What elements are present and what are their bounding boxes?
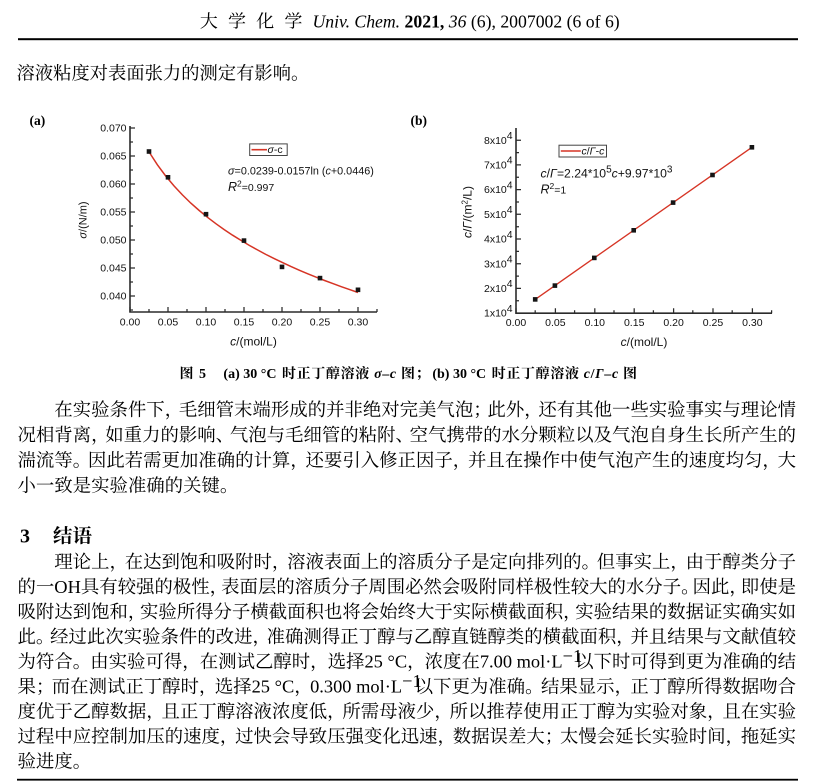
- svg-text:25 °C: 25 °C: [252, 677, 295, 697]
- svg-text:4x10: 4x10: [484, 234, 507, 246]
- svg-text:σ/(N/m): σ/(N/m): [78, 201, 90, 238]
- svg-text:OH: OH: [54, 577, 81, 597]
- svg-text:4: 4: [507, 229, 513, 241]
- svg-text:2x10: 2x10: [484, 283, 507, 295]
- svg-text:0.05: 0.05: [545, 317, 566, 329]
- svg-text:0.050: 0.050: [100, 235, 126, 247]
- svg-text:6x10: 6x10: [484, 184, 507, 196]
- svg-text:0.30: 0.30: [348, 317, 369, 329]
- svg-text:−1: −1: [563, 646, 583, 666]
- svg-text:R2=0.997: R2=0.997: [228, 178, 274, 194]
- svg-text:0.30: 0.30: [742, 317, 763, 329]
- svg-text:4: 4: [507, 204, 513, 216]
- svg-text:0.10: 0.10: [585, 317, 606, 329]
- svg-text:4: 4: [507, 254, 513, 266]
- svg-text:25 °C: 25 °C: [364, 652, 407, 672]
- svg-text:/: /: [590, 367, 596, 382]
- svg-text:0.055: 0.055: [100, 207, 126, 219]
- svg-text:0.25: 0.25: [703, 317, 724, 329]
- svg-text:0.060: 0.060: [100, 179, 126, 191]
- svg-text:7x10: 7x10: [484, 160, 507, 172]
- svg-text:c/Γ=2.24*105c+9.97*103: c/Γ=2.24*105c+9.97*103: [541, 165, 673, 181]
- svg-text:4: 4: [507, 155, 513, 167]
- svg-text:0.15: 0.15: [234, 317, 255, 329]
- svg-text:5x10: 5x10: [484, 209, 507, 221]
- svg-text:7.00 mol·L: 7.00 mol·L: [480, 652, 563, 672]
- svg-text:1x10: 1x10: [484, 308, 507, 320]
- svg-text:0.045: 0.045: [100, 263, 126, 275]
- svg-text:8x10: 8x10: [484, 135, 507, 147]
- svg-text:4: 4: [507, 179, 513, 191]
- svg-text:c: c: [612, 367, 619, 382]
- svg-text:c/(mol/L): c/(mol/L): [621, 335, 668, 349]
- svg-text:3x10: 3x10: [484, 258, 507, 270]
- svg-text:3: 3: [20, 526, 30, 548]
- svg-text:c: c: [584, 367, 591, 382]
- svg-text:0.05: 0.05: [158, 317, 179, 329]
- svg-text:(b): (b): [411, 113, 428, 128]
- svg-text:4: 4: [507, 303, 513, 315]
- svg-text:0.00: 0.00: [120, 317, 141, 329]
- svg-text:Γ: Γ: [594, 367, 604, 382]
- svg-text:0.20: 0.20: [663, 317, 684, 329]
- svg-text:R2=1: R2=1: [541, 181, 567, 197]
- svg-text:σ: σ: [374, 367, 382, 382]
- svg-text:0.00: 0.00: [506, 317, 527, 329]
- svg-text:c: c: [390, 367, 397, 382]
- svg-text:0.25: 0.25: [310, 317, 331, 329]
- svg-text:0.15: 0.15: [624, 317, 645, 329]
- svg-text:0.20: 0.20: [272, 317, 293, 329]
- svg-text:–: –: [381, 367, 390, 382]
- svg-text:0.300 mol·L: 0.300 mol·L: [310, 677, 402, 697]
- svg-text:c/(mol/L): c/(mol/L): [230, 335, 277, 349]
- svg-text:5: 5: [199, 367, 206, 382]
- svg-text:−1: −1: [402, 671, 422, 691]
- svg-text:4: 4: [507, 278, 513, 290]
- svg-text:(b) 30 °C: (b) 30 °C: [432, 367, 486, 382]
- svg-text:σ-c: σ-c: [268, 144, 283, 156]
- svg-text:c/Γ/(m2/L): c/Γ/(m2/L): [461, 186, 475, 238]
- svg-text:0.065: 0.065: [100, 151, 126, 163]
- svg-text:c/Γ-c: c/Γ-c: [582, 146, 606, 158]
- svg-text:σ=0.0239-0.0157ln (c+0.0446): σ=0.0239-0.0157ln (c+0.0446): [228, 166, 374, 178]
- svg-text:4: 4: [507, 130, 513, 142]
- svg-text:Univ. Chem. 2021, 36 (6), 2007: Univ. Chem. 2021, 36 (6), 2007002 (6 of …: [313, 11, 620, 31]
- svg-text:–: –: [603, 367, 612, 382]
- svg-text:0.040: 0.040: [100, 291, 126, 303]
- svg-text:0.10: 0.10: [196, 317, 217, 329]
- svg-text:(a) 30 °C: (a) 30 °C: [223, 367, 276, 382]
- svg-text:0.070: 0.070: [100, 123, 126, 135]
- svg-text:(a): (a): [30, 113, 46, 128]
